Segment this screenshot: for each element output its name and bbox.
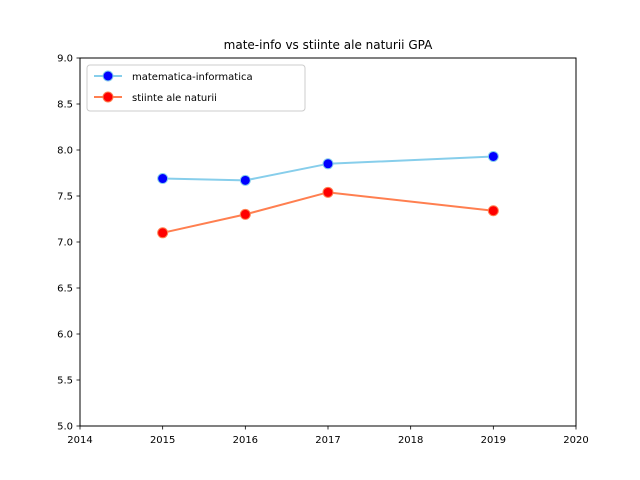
legend-label: stiinte ale naturii bbox=[132, 93, 217, 104]
y-tick-label: 5.5 bbox=[57, 376, 73, 387]
x-tick-label: 2017 bbox=[315, 435, 340, 446]
x-axis: 2014 2015 2016 2017 2018 2019 2020 bbox=[67, 426, 589, 446]
x-tick-label: 2019 bbox=[481, 435, 506, 446]
legend-label: matematica-informatica bbox=[132, 72, 253, 83]
series-1-point bbox=[322, 158, 334, 170]
plot-area bbox=[157, 150, 499, 239]
x-tick-label: 2015 bbox=[150, 435, 175, 446]
y-tick-label: 8.0 bbox=[57, 146, 73, 157]
y-tick-label: 5.0 bbox=[57, 422, 73, 433]
y-tick-label: 8.5 bbox=[57, 100, 73, 111]
x-tick-label: 2016 bbox=[233, 435, 258, 446]
x-tick-label: 2020 bbox=[563, 435, 588, 446]
legend-marker-swatch bbox=[102, 91, 114, 103]
x-tick-label: 2014 bbox=[67, 435, 92, 446]
y-tick-label: 7.0 bbox=[57, 238, 73, 249]
series-2-line bbox=[162, 191, 494, 234]
legend: matematica-informatica stiinte ale naturi… bbox=[86, 64, 306, 112]
series-2-point bbox=[487, 205, 499, 217]
y-tick-label: 6.0 bbox=[57, 330, 73, 341]
legend-box bbox=[86, 64, 306, 112]
series-2-point bbox=[157, 227, 169, 239]
series-1-point bbox=[157, 173, 169, 185]
y-tick-label: 9.0 bbox=[57, 54, 73, 65]
series-1-point bbox=[239, 174, 251, 186]
y-axis: 5.0 5.5 6.0 6.5 7.0 7.5 8.0 8.5 9.0 bbox=[57, 54, 80, 433]
series-2-point bbox=[322, 186, 334, 198]
x-tick-label: 2018 bbox=[398, 435, 423, 446]
legend-marker-swatch bbox=[102, 70, 114, 82]
y-tick-label: 7.5 bbox=[57, 192, 73, 203]
y-tick-label: 6.5 bbox=[57, 284, 73, 295]
series-1-point bbox=[487, 150, 499, 162]
series-2-point bbox=[239, 208, 251, 220]
chart-title: mate-info vs stiinte ale naturii GPA bbox=[224, 38, 433, 52]
series-1-line bbox=[162, 155, 494, 182]
